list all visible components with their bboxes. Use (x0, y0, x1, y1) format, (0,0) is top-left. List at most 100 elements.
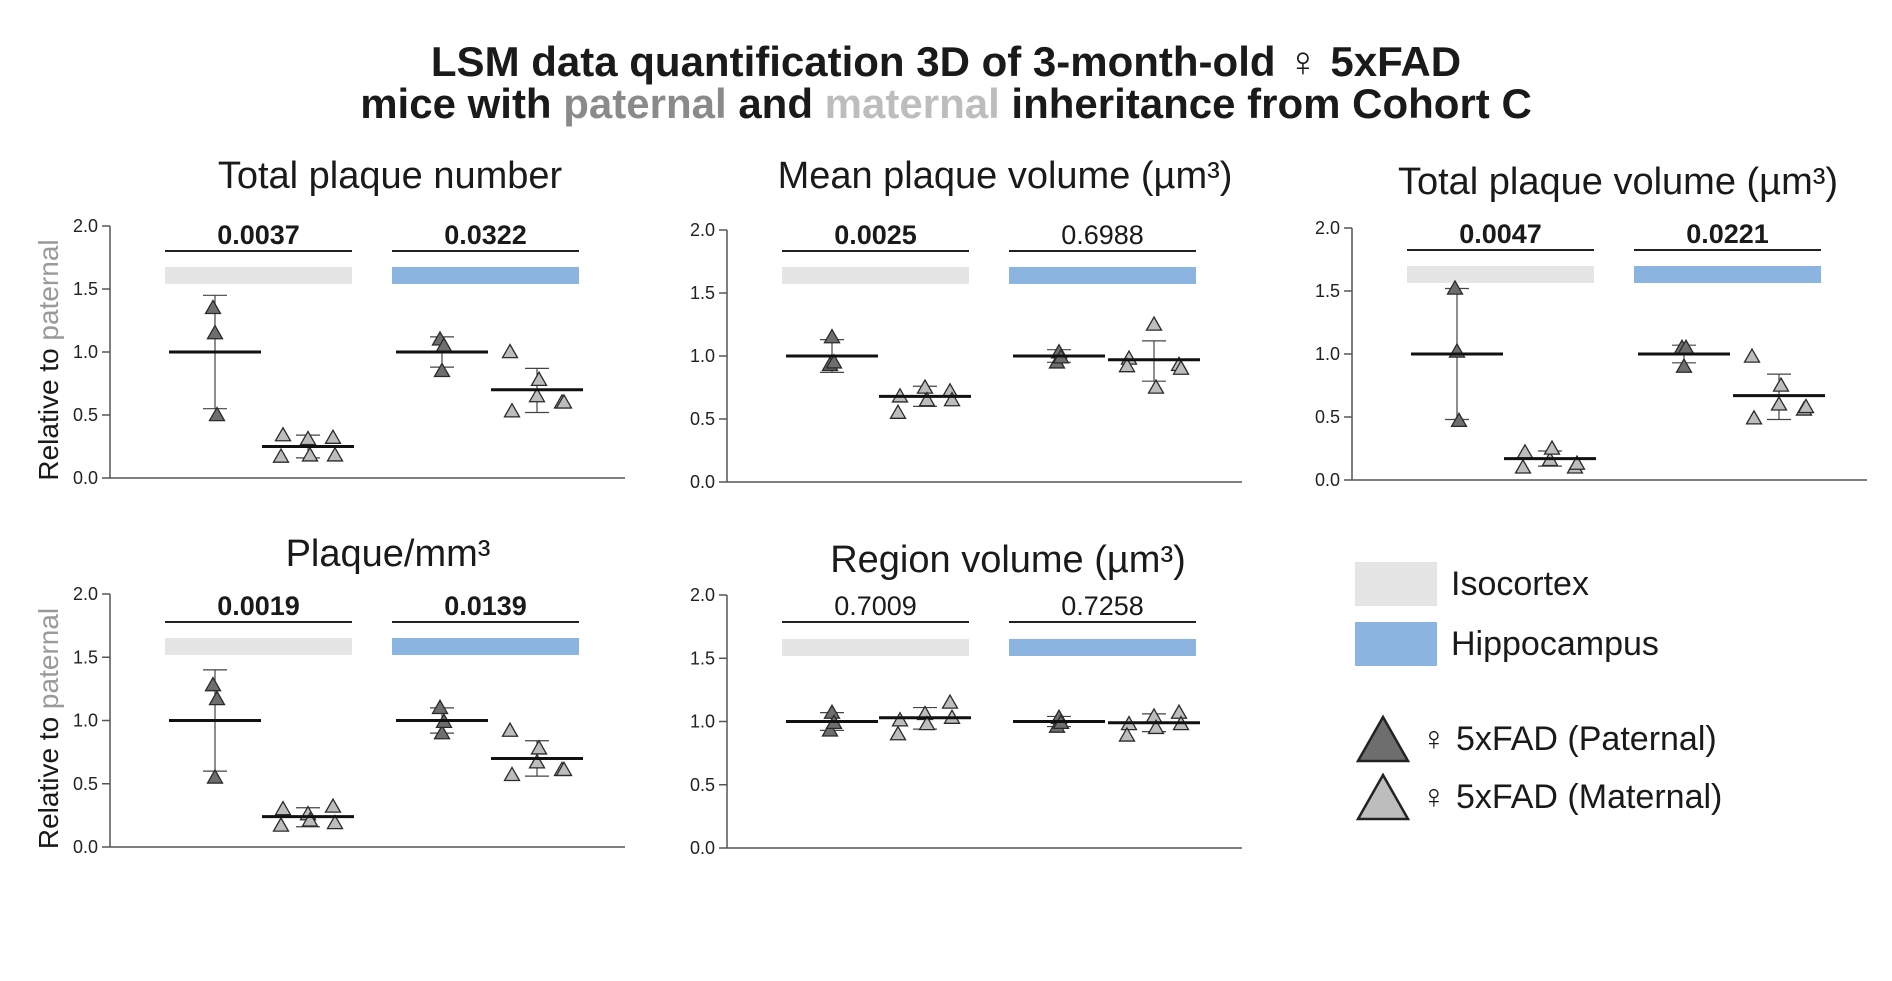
data-point-isocortex-maternal (889, 725, 907, 741)
p-value-isocortex: 0.0025 (834, 220, 917, 250)
data-point-hippocampus-maternal (528, 753, 546, 769)
data-point-hippocampus-maternal (1743, 347, 1761, 363)
region-bar-hippocampus (1009, 639, 1196, 656)
region-bar-isocortex (782, 639, 969, 656)
data-point-hippocampus-maternal (528, 387, 546, 403)
y-tick-label: 1.0 (73, 711, 98, 731)
data-point-hippocampus-maternal (503, 766, 521, 782)
data-point-isocortex-maternal (1514, 458, 1532, 474)
data-point-hippocampus-paternal (433, 362, 451, 378)
p-value-isocortex: 0.0037 (217, 220, 300, 250)
data-point-hippocampus-paternal (431, 699, 449, 715)
y-tick-label: 1.0 (73, 342, 98, 362)
data-point-isocortex-maternal (324, 428, 342, 444)
data-point-isocortex-maternal (918, 391, 936, 407)
data-point-isocortex-maternal (324, 797, 342, 813)
data-point-hippocampus-maternal (1745, 409, 1763, 425)
data-point-isocortex-paternal (204, 299, 222, 315)
y-tick-label: 0.0 (1315, 470, 1340, 490)
y-tick-label: 1.5 (1315, 281, 1340, 301)
legend: Isocortex Hippocampus ♀ 5xFAD (Paternal)… (1355, 562, 1855, 842)
legend-triangle-light-icon (1355, 772, 1411, 821)
data-point-hippocampus-maternal (1770, 395, 1788, 411)
y-tick-label: 2.0 (73, 216, 98, 236)
region-bar-hippocampus (1634, 266, 1821, 283)
y-axis-label-pre: Relative to (33, 709, 64, 849)
legend-label-maternal: ♀ 5xFAD (Maternal) (1421, 777, 1723, 816)
data-point-hippocampus-maternal (1772, 376, 1790, 392)
y-tick-label: 0.5 (73, 774, 98, 794)
title-text-and: and (726, 80, 825, 127)
title-text-post: inheritance from Cohort C (999, 80, 1532, 127)
region-bar-hippocampus (392, 267, 579, 284)
y-axis-label-pre: Relative to (33, 341, 64, 481)
data-point-hippocampus-maternal (1170, 703, 1188, 719)
y-tick-label: 0.0 (73, 468, 98, 488)
data-point-hippocampus-maternal (1147, 719, 1165, 735)
data-point-hippocampus-maternal (555, 393, 573, 409)
data-point-hippocampus-maternal (501, 343, 519, 359)
y-tick-label: 0.5 (73, 405, 98, 425)
data-point-hippocampus-maternal (530, 370, 548, 386)
region-bar-hippocampus (392, 638, 579, 655)
p-value-hippocampus: 0.7258 (1061, 591, 1144, 621)
y-tick-label: 1.5 (73, 647, 98, 667)
legend-label-hippocampus: Hippocampus (1451, 624, 1659, 663)
data-point-isocortex-paternal (823, 328, 841, 344)
region-bar-isocortex (782, 267, 969, 284)
data-point-isocortex-paternal (206, 768, 224, 784)
region-bar-isocortex (165, 267, 352, 284)
data-point-hippocampus-maternal (501, 721, 519, 737)
data-point-hippocampus-maternal (555, 761, 573, 777)
y-tick-label: 2.0 (73, 584, 98, 604)
p-value-hippocampus: 0.0221 (1686, 219, 1769, 249)
y-tick-label: 2.0 (1315, 218, 1340, 238)
data-point-isocortex-paternal (825, 353, 843, 369)
y-tick-label: 0.5 (690, 775, 715, 795)
legend-swatch-hippocampus (1355, 622, 1437, 666)
y-tick-label: 0.5 (1315, 407, 1340, 427)
p-value-isocortex: 0.0019 (217, 591, 300, 621)
data-point-hippocampus-maternal (1118, 357, 1136, 373)
data-point-isocortex-maternal (299, 430, 317, 446)
data-point-isocortex-paternal (206, 324, 224, 340)
legend-label-isocortex: Isocortex (1451, 564, 1589, 603)
panel-title-1: Total plaque number (218, 155, 563, 197)
data-point-isocortex-maternal (941, 693, 959, 709)
data-point-hippocampus-maternal (1797, 398, 1815, 414)
region-bar-isocortex (165, 638, 352, 655)
data-point-isocortex-maternal (272, 816, 290, 832)
y-axis-label-paternal: paternal (33, 608, 64, 709)
region-bar-isocortex (1407, 266, 1594, 283)
y-tick-label: 0.0 (690, 472, 715, 492)
panel-title-4: Plaque/mm³ (286, 533, 491, 575)
legend-item-maternal: ♀ 5xFAD (Maternal) (1355, 770, 1722, 824)
region-bar-hippocampus (1009, 267, 1196, 284)
data-point-isocortex-maternal (1516, 443, 1534, 459)
y-tick-label: 1.5 (690, 283, 715, 303)
panel-title-2: Mean plaque volume (µm³) (778, 155, 1233, 197)
legend-triangle-dark-icon (1355, 714, 1411, 763)
data-point-isocortex-maternal (918, 715, 936, 731)
y-tick-label: 1.0 (690, 712, 715, 732)
title-word-maternal: maternal (824, 80, 1000, 127)
data-point-hippocampus-maternal (1145, 707, 1163, 723)
data-point-isocortex-maternal (272, 447, 290, 463)
data-point-isocortex-maternal (891, 711, 909, 727)
data-point-hippocampus-maternal (1172, 359, 1190, 375)
data-point-isocortex-maternal (326, 814, 344, 830)
data-point-isocortex-paternal (204, 676, 222, 692)
figure-title-line1: LSM data quantification 3D of 3-month-ol… (430, 38, 1462, 85)
y-tick-label: 2.0 (690, 585, 715, 605)
y-axis-label: Relative to paternal (33, 608, 64, 849)
y-tick-label: 0.5 (690, 409, 715, 429)
data-point-isocortex-maternal (274, 800, 292, 816)
panel-title-3: Total plaque volume (µm³) (1398, 161, 1838, 203)
data-point-isocortex-paternal (823, 703, 841, 719)
data-point-isocortex-maternal (1543, 439, 1561, 455)
p-value-hippocampus: 0.6988 (1061, 220, 1144, 250)
data-point-hippocampus-maternal (1147, 378, 1165, 394)
data-point-isocortex-maternal (916, 378, 934, 394)
y-axis-label: Relative to paternal (33, 239, 64, 480)
title-text-pre: mice with (360, 80, 564, 127)
